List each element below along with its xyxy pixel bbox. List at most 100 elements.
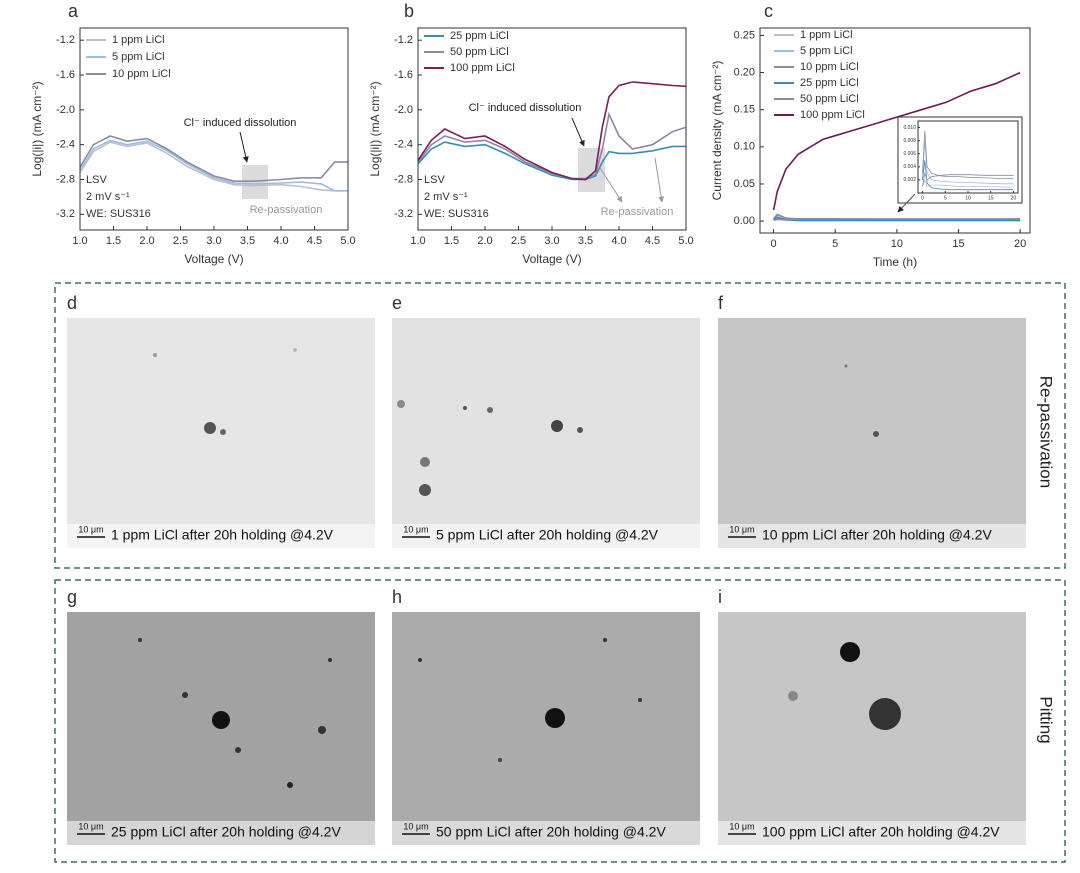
sem-feature (603, 638, 607, 642)
arrow (599, 167, 623, 203)
sem-feature (638, 698, 642, 702)
sem-feature (498, 758, 502, 762)
y-tick-label: -2.4 (56, 139, 75, 151)
x-tick-label: 5.0 (340, 235, 355, 247)
sem-feature (463, 406, 467, 410)
series-line (922, 140, 1014, 185)
panel-letter: c (764, 1, 773, 21)
series-line (922, 171, 1014, 187)
y-tick-label: 0.00 (734, 215, 755, 227)
x-tick-label: 20 (1011, 195, 1017, 201)
arrow (571, 117, 585, 147)
x-tick-label: 4.0 (273, 235, 288, 247)
y-tick-label: 0.002 (903, 177, 916, 183)
series-line (79, 135, 348, 182)
sem-feature (840, 642, 860, 662)
sem-feature (487, 407, 493, 413)
panel-letter: a (68, 1, 79, 21)
series-line (772, 71, 1021, 211)
series-line (79, 139, 348, 192)
y-tick-label: -1.2 (56, 34, 75, 46)
panel-letter: f (718, 293, 724, 313)
sem-feature (551, 420, 563, 432)
note: LSV (424, 174, 445, 186)
panel-letter: b (404, 1, 414, 21)
note: 2 mV s⁻¹ (424, 191, 468, 203)
caption-band (67, 821, 375, 845)
x-tick-label: 3.0 (206, 235, 221, 247)
group-label: Re-passivation (1037, 376, 1056, 488)
sem-feature (318, 726, 326, 734)
y-tick-label: 0.25 (734, 29, 755, 41)
y-tick-label: -2.8 (394, 173, 413, 185)
x-tick-label: 0 (770, 238, 776, 250)
sem-feature (577, 427, 583, 433)
sem-feature (419, 484, 431, 496)
scale-bar-label: 10 μm (403, 524, 428, 534)
sem-feature (235, 747, 241, 753)
x-tick-label: 15 (952, 238, 964, 250)
sem-image (392, 612, 700, 845)
x-tick-label: 1.0 (410, 235, 425, 247)
sem-feature (418, 658, 422, 662)
legend-label: 25 ppm LiCl (450, 30, 509, 42)
sem-feature (212, 711, 230, 729)
annotation: Re-passivation (601, 206, 674, 218)
group-frame (54, 579, 1066, 863)
sem-feature (328, 658, 332, 662)
y-tick-label: -3.2 (394, 208, 413, 220)
caption-band (718, 524, 1026, 548)
caption: 10 ppm LiCl after 20h holding @4.2V (762, 527, 992, 543)
y-tick-label: -2.4 (394, 139, 413, 151)
caption: 5 ppm LiCl after 20h holding @4.2V (436, 527, 659, 543)
y-tick-label: -3.2 (56, 208, 75, 220)
x-tick-label: 10 (891, 238, 903, 250)
sem-feature (287, 782, 293, 788)
group-label: Pitting (1037, 696, 1056, 743)
y-tick-label: 0.10 (734, 141, 755, 153)
legend-label: 10 ppm LiCl (800, 61, 859, 73)
note: 2 mV s⁻¹ (86, 191, 130, 203)
scale-bar-label: 10 μm (729, 821, 754, 831)
x-tick-label: 1.5 (444, 235, 459, 247)
sem-feature (397, 400, 405, 408)
series-line (922, 130, 1014, 179)
y-tick-label: -1.2 (394, 34, 413, 46)
panel-letter: e (392, 293, 402, 313)
y-tick-label: 0.004 (903, 164, 916, 170)
x-tick-label: 2.5 (173, 235, 188, 247)
y-tick-label: -2.8 (56, 173, 75, 185)
x-axis-label: Voltage (V) (522, 252, 581, 266)
y-axis-label: Current density (mA cm⁻²) (710, 61, 724, 201)
sem-feature (153, 353, 157, 357)
x-tick-label: 3.5 (578, 235, 593, 247)
y-tick-label: 0.010 (903, 125, 916, 131)
panel-letter: i (718, 587, 722, 607)
y-tick-label: 0.006 (903, 151, 916, 157)
x-tick-label: 4.5 (645, 235, 660, 247)
annotation: Cl⁻ induced dissolution (469, 102, 582, 114)
scale-bar-label: 10 μm (729, 524, 754, 534)
x-tick-label: 1.0 (72, 235, 87, 247)
caption-band (392, 821, 700, 845)
arrow (239, 131, 249, 163)
x-tick-label: 15 (988, 195, 994, 201)
x-tick-label: 0 (921, 195, 924, 201)
legend-label: 5 ppm LiCl (112, 51, 165, 63)
sem-feature (293, 348, 297, 352)
y-tick-label: -1.6 (394, 69, 413, 81)
legend-label: 5 ppm LiCl (800, 45, 853, 57)
series-line (79, 141, 348, 192)
x-tick-label: 10 (965, 195, 971, 201)
panel-letter: h (392, 587, 402, 607)
arrow (654, 157, 665, 203)
caption-band (718, 821, 1026, 845)
legend-label: 1 ppm LiCl (800, 29, 853, 41)
series-line (922, 178, 1014, 188)
caption: 25 ppm LiCl after 20h holding @4.2V (111, 824, 341, 840)
x-tick-label: 5 (832, 238, 838, 250)
caption: 50 ppm LiCl after 20h holding @4.2V (436, 824, 666, 840)
annotation: Re-passivation (250, 204, 323, 216)
